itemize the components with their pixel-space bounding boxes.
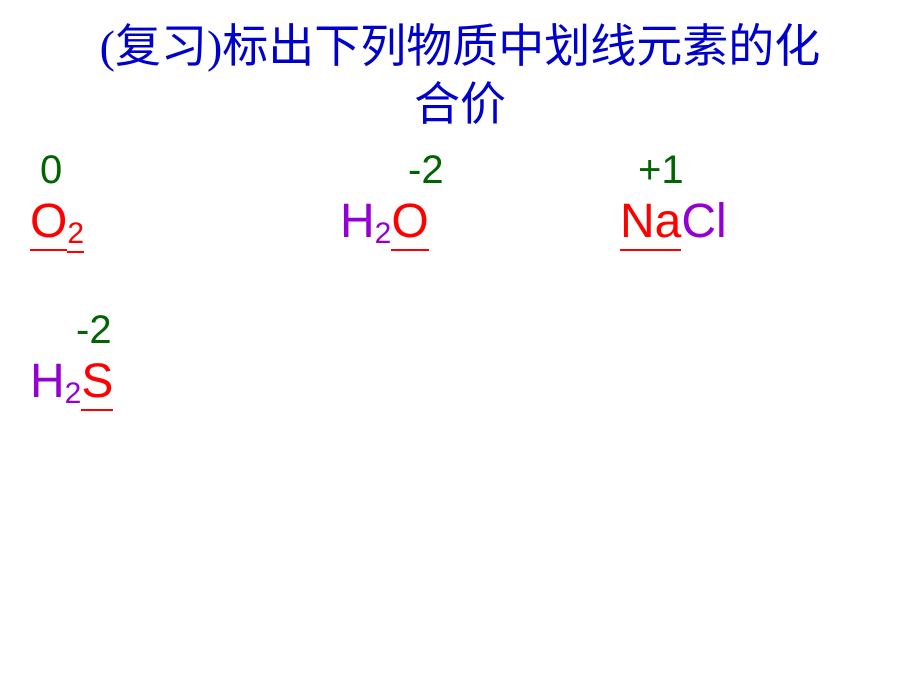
formula-part: Cl bbox=[681, 195, 726, 248]
formula-part: 2 bbox=[375, 217, 392, 250]
formula-part: H bbox=[340, 195, 375, 248]
formula-nacl: NaCl bbox=[620, 198, 727, 246]
formula-part: Na bbox=[620, 195, 681, 251]
formula-item-o2: 0 O2 bbox=[30, 150, 84, 246]
formula-h2s: H2S bbox=[30, 358, 113, 406]
formula-part: S bbox=[81, 355, 113, 411]
formula-h2o: H2O bbox=[340, 198, 444, 246]
slide: (复习)标出下列物质中划线元素的化 合价 0 O2 -2 H2O +1 NaCl… bbox=[0, 0, 920, 690]
slide-title: (复习)标出下列物质中划线元素的化 合价 bbox=[0, 0, 920, 133]
valence-h2o: -2 bbox=[408, 150, 444, 190]
formula-item-nacl: +1 NaCl bbox=[620, 150, 727, 246]
valence-h2s: -2 bbox=[76, 310, 113, 350]
formula-part: O bbox=[391, 195, 428, 251]
valence-nacl: +1 bbox=[638, 150, 727, 190]
formula-part: 2 bbox=[67, 217, 84, 253]
formula-part: 2 bbox=[65, 377, 82, 410]
title-line1: (复习)标出下列物质中划线元素的化 bbox=[100, 21, 821, 72]
valence-o2: 0 bbox=[40, 150, 84, 190]
formula-part: O bbox=[30, 195, 67, 251]
title-line2: 合价 bbox=[414, 79, 506, 130]
formula-part: H bbox=[30, 355, 65, 408]
formula-item-h2o: -2 H2O bbox=[340, 150, 444, 246]
formula-item-h2s: -2 H2S bbox=[30, 310, 113, 406]
formula-o2: O2 bbox=[30, 198, 84, 246]
